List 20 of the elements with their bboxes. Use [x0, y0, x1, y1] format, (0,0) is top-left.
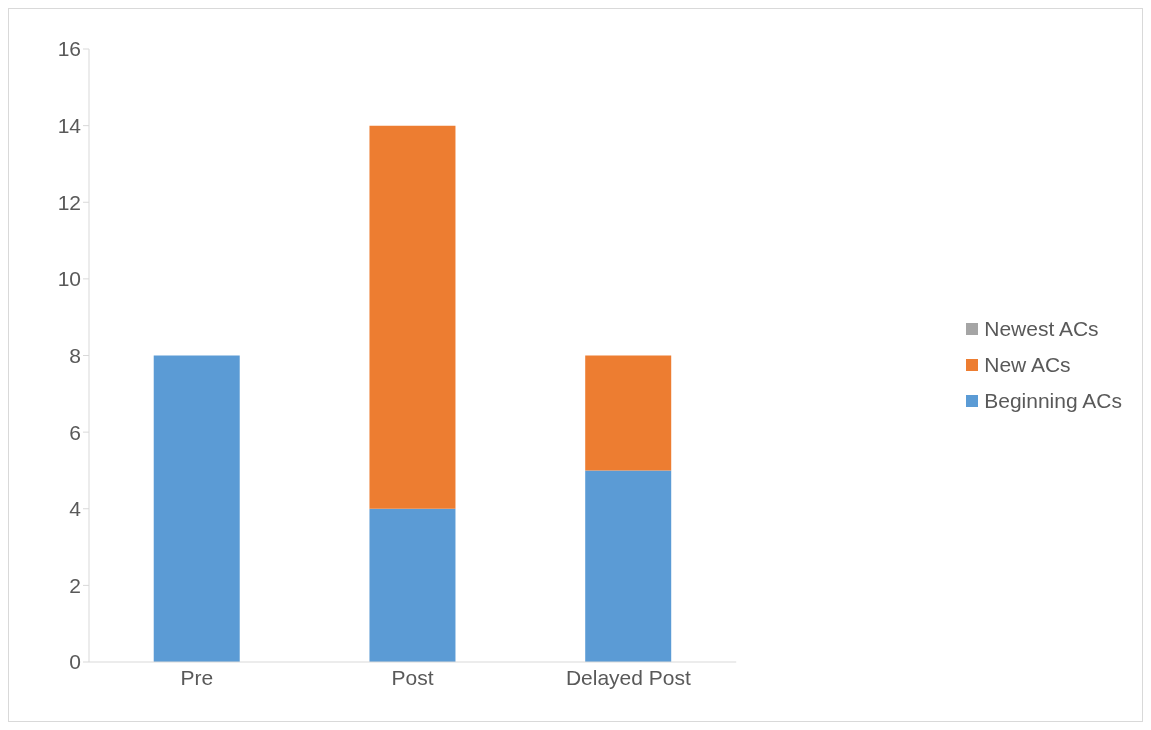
y-tick-label: 8 [69, 343, 81, 367]
y-tick-label: 6 [69, 420, 81, 444]
x-tick-label: Post [391, 665, 434, 689]
bar [369, 508, 456, 662]
legend-label: New ACs [984, 353, 1071, 377]
y-tick-label: 14 [57, 114, 82, 138]
bar [369, 125, 456, 509]
bar [153, 355, 240, 662]
y-tick-label: 0 [69, 650, 81, 674]
x-tick-label: Delayed Post [565, 665, 691, 689]
bar [585, 470, 672, 662]
y-tick-label: 10 [57, 267, 81, 291]
legend-label: Newest ACs [984, 317, 1099, 341]
y-tick-label: 16 [57, 37, 81, 61]
x-tick-label: Pre [180, 665, 214, 689]
y-tick-label: 2 [69, 573, 81, 597]
legend-label: Beginning ACs [984, 389, 1122, 413]
y-tick-label: 4 [69, 497, 82, 521]
bar [585, 355, 672, 471]
y-tick-label: 12 [57, 190, 81, 214]
